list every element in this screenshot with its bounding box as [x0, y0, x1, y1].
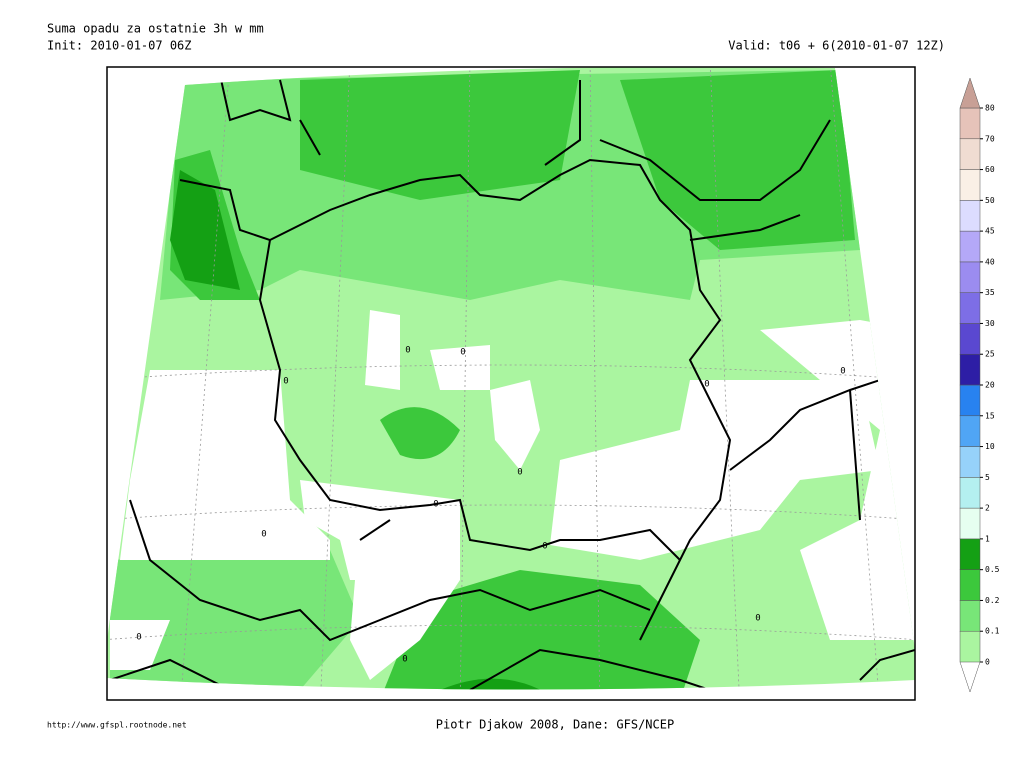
legend-swatch: [959, 353, 981, 386]
contour-label: 0: [136, 633, 141, 643]
legend-swatch: [959, 415, 981, 447]
legend-label: 0.5: [985, 565, 1000, 574]
contour-label: 0: [755, 614, 760, 624]
legend-swatch: [959, 169, 981, 201]
source-url: http://www.gfspl.rootnode.net: [47, 721, 187, 730]
legend-label: 20: [985, 381, 995, 390]
legend-under: [959, 661, 981, 693]
legend-label: 60: [985, 165, 995, 174]
legend-label: 80: [985, 104, 995, 113]
legend-label: 10: [985, 442, 995, 451]
legend-swatch: [959, 323, 981, 355]
borders: [109, 74, 915, 690]
legend-swatch: [959, 538, 981, 570]
legend-label: 40: [985, 257, 995, 266]
contour-label: 0: [283, 377, 288, 387]
legend-label: 30: [985, 319, 995, 328]
legend-label: 0.2: [985, 596, 1000, 605]
legend-label: 2: [985, 504, 990, 513]
no-precip: [350, 580, 460, 680]
contour-label: 0: [402, 655, 407, 665]
no-precip: [760, 320, 915, 640]
legend-label: 25: [985, 350, 995, 359]
field-heavy: [300, 70, 855, 250]
legend-swatch: [959, 261, 981, 293]
legend-label: 5: [985, 473, 990, 482]
no-precip: [110, 620, 170, 670]
legend-label: 50: [985, 196, 995, 205]
legend-swatch: [959, 230, 981, 263]
field-dark: [440, 678, 550, 690]
field-medium: [110, 550, 360, 690]
legend-label: 35: [985, 288, 995, 297]
legend-label: 1: [985, 534, 990, 543]
legend-swatch: [959, 569, 981, 601]
contour-label: 0: [542, 542, 547, 552]
no-precip: [120, 370, 330, 560]
precip-field: [107, 66, 915, 690]
contour-label: 0: [261, 530, 266, 540]
legend-swatch: [959, 292, 981, 324]
contour-label: 0: [517, 468, 522, 478]
map-frame: [106, 66, 916, 701]
contour-label: 0: [704, 380, 709, 390]
field-dark: [170, 170, 240, 290]
legend-swatch: [959, 446, 981, 478]
contour-label: 0: [460, 348, 465, 358]
legend-label: 0.1: [985, 627, 1000, 636]
legend-label: 0: [985, 658, 990, 667]
graticule: [107, 66, 915, 690]
legend-label: 45: [985, 227, 995, 236]
legend-swatch: [959, 507, 981, 540]
valid-time: Valid: t06 + 6(2010-01-07 12Z): [728, 39, 945, 53]
no-precip: [365, 310, 490, 390]
legend-swatch: [959, 138, 981, 170]
legend-swatch: [959, 200, 981, 232]
map-title: Suma opadu za ostatnie 3h w mm: [47, 22, 264, 36]
init-time: Init: 2010-01-07 06Z: [47, 39, 192, 53]
legend-swatch: [959, 477, 981, 509]
contour-label: 0: [405, 346, 410, 356]
legend-over: [959, 77, 981, 109]
no-precip: [550, 380, 880, 560]
legend-label: 70: [985, 134, 995, 143]
field-heavy: [380, 570, 700, 690]
no-precip: [490, 380, 540, 470]
contour-label: 0: [840, 367, 845, 377]
credit: Piotr Djakow 2008, Dane: GFS/NCEP: [436, 718, 674, 732]
legend-swatch: [959, 600, 981, 632]
legend-swatch: [959, 107, 981, 140]
legend-swatch: [959, 630, 981, 663]
contour-label: 0: [433, 500, 438, 510]
field-heavy: [380, 407, 460, 460]
legend-swatch: [959, 384, 981, 417]
legend-label: 15: [985, 411, 995, 420]
